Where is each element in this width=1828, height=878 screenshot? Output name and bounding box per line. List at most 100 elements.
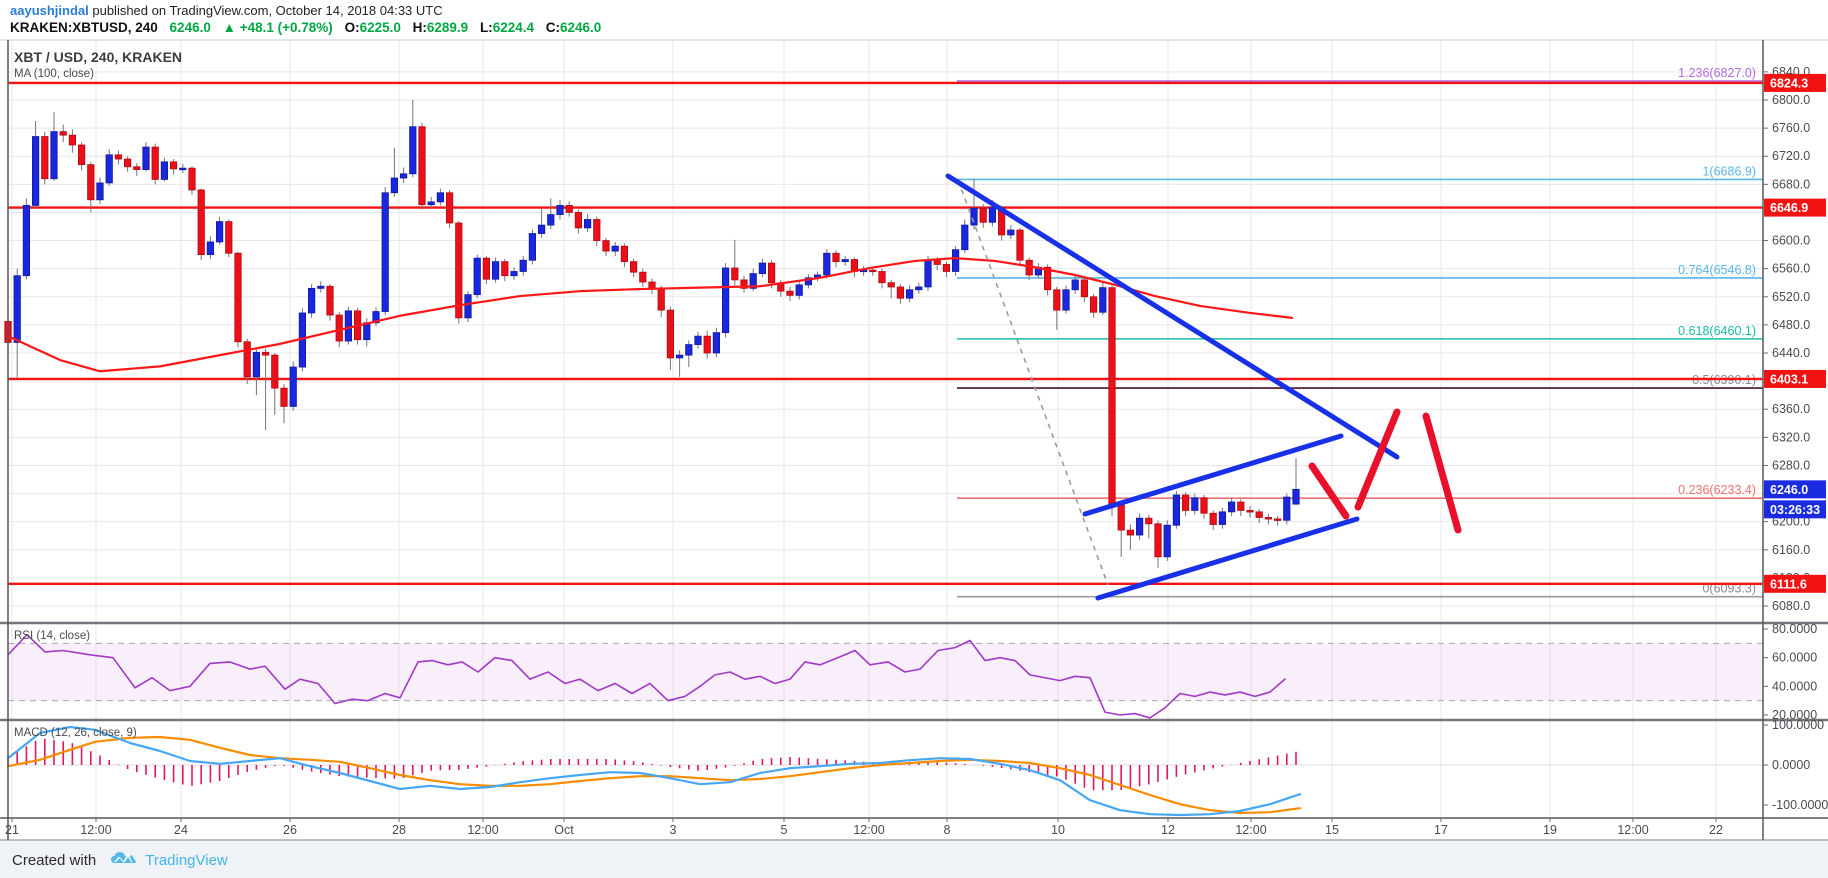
candle-up bbox=[1191, 497, 1199, 511]
candle-up bbox=[961, 224, 969, 251]
candle-up bbox=[694, 335, 702, 345]
candle-down bbox=[151, 146, 159, 180]
candle-down bbox=[666, 309, 675, 359]
candle-up bbox=[1099, 287, 1107, 313]
chart-canvas[interactable]: 1.236(6827.0) 1(6686.9) 0.764(6546.8) 0.618… bbox=[0, 38, 1828, 843]
candle-up bbox=[676, 354, 684, 359]
candle-up bbox=[924, 259, 932, 288]
candle-up bbox=[206, 241, 214, 256]
candle-up bbox=[538, 224, 546, 234]
time-tick-label: 5 bbox=[781, 823, 788, 837]
price-label-text: 6824.3 bbox=[1770, 76, 1808, 90]
candle-up bbox=[344, 310, 353, 342]
candle-up bbox=[363, 322, 371, 341]
high-value: 6289.9 bbox=[426, 20, 469, 35]
projection-red[interactable] bbox=[1354, 408, 1401, 511]
candle-down bbox=[832, 252, 840, 263]
price-label-box: 6824.3 bbox=[1764, 73, 1826, 92]
candle-up bbox=[22, 205, 31, 277]
macd-tick-label: -100.0000 bbox=[1772, 798, 1828, 812]
fib-label: 0(6093.3) bbox=[1702, 582, 1756, 596]
candle-down bbox=[87, 164, 95, 201]
time-tick-label: 24 bbox=[174, 823, 188, 837]
candle-up bbox=[13, 275, 21, 343]
time-tick-label: 17 bbox=[1434, 823, 1448, 837]
chart-area[interactable]: 1.236(6827.0) 1(6686.9) 0.764(6546.8) 0.618… bbox=[0, 38, 1828, 848]
dashed-measure-line[interactable] bbox=[957, 179, 1109, 586]
price-scale[interactable]: 6840.06800.06760.06720.06680.06640.06600… bbox=[1763, 65, 1828, 812]
time-tick-label: 26 bbox=[283, 823, 297, 837]
candle-down bbox=[1044, 266, 1052, 291]
rsi-band bbox=[8, 642, 1763, 702]
candle-down bbox=[1237, 501, 1245, 511]
candle-up bbox=[307, 287, 316, 314]
time-scale[interactable]: 21 12:00 24 26 28 12:00 Oct 3 5 12:00 8 10 12 12:00 15… bbox=[5, 818, 1723, 837]
candle-up bbox=[1007, 229, 1015, 236]
candle-down bbox=[1090, 296, 1098, 313]
tradingview-brand-link[interactable]: TradingView bbox=[145, 851, 228, 869]
low-value: 6224.4 bbox=[492, 20, 534, 35]
fib-retracement[interactable]: 1.236(6827.0) 1(6686.9) 0.764(6546.8) 0.618… bbox=[957, 66, 1763, 598]
projection-red[interactable] bbox=[1422, 412, 1462, 534]
trendline-blue[interactable] bbox=[945, 173, 1400, 460]
price-tick-label: 6160.0 bbox=[1772, 543, 1810, 557]
close-value: 6246.0 bbox=[560, 20, 602, 35]
candle-down bbox=[1200, 497, 1208, 514]
pane-borders bbox=[0, 39, 1828, 841]
candle-down bbox=[869, 269, 877, 273]
price-tick-label: 6480.0 bbox=[1772, 318, 1810, 332]
price-tick-label: 6800.0 bbox=[1772, 93, 1810, 107]
candle-down bbox=[740, 279, 748, 289]
publish-header: aayushjindal published on TradingView.co… bbox=[0, 0, 1828, 39]
projection-red[interactable] bbox=[1308, 462, 1350, 520]
candle-down bbox=[124, 158, 132, 168]
candle-down bbox=[169, 161, 178, 170]
candle-up bbox=[381, 192, 389, 312]
candle-up bbox=[795, 284, 803, 296]
candle-up bbox=[1292, 488, 1300, 505]
candle-up bbox=[823, 252, 831, 276]
time-tick-label: 3 bbox=[670, 823, 677, 837]
time-tick-label: 12 bbox=[1161, 823, 1175, 837]
candle-up bbox=[1071, 279, 1079, 291]
time-tick-label: 21 bbox=[5, 823, 19, 837]
candle-up bbox=[970, 207, 978, 226]
price-label-text: 6646.9 bbox=[1770, 201, 1808, 215]
candle-up bbox=[906, 289, 914, 299]
candle-down bbox=[1255, 511, 1263, 518]
user-drawings[interactable] bbox=[945, 173, 1462, 601]
time-tick-label: 12:00 bbox=[80, 823, 111, 837]
candle-up bbox=[50, 131, 58, 180]
author-link[interactable]: aayushjindal bbox=[10, 3, 89, 18]
candle-up bbox=[96, 182, 104, 201]
candle-down bbox=[731, 267, 739, 281]
candle-up bbox=[685, 344, 693, 356]
candle-down bbox=[574, 212, 583, 229]
close-label: C: bbox=[545, 20, 560, 35]
candle-up bbox=[1283, 496, 1291, 521]
candle-down bbox=[261, 351, 270, 356]
candle-down bbox=[1117, 504, 1125, 531]
symbol-name[interactable]: KRAKEN:XBTUSD, 240 bbox=[10, 20, 158, 35]
candle-up bbox=[758, 262, 767, 274]
macd-tick-label: 0.0000 bbox=[1772, 758, 1810, 772]
candle-up bbox=[804, 277, 813, 286]
time-tick-label: 12:00 bbox=[467, 823, 498, 837]
trendline-blue[interactable] bbox=[1082, 433, 1344, 517]
alert-lines[interactable] bbox=[8, 81, 1763, 586]
candle-up bbox=[988, 207, 997, 223]
candle-down bbox=[887, 282, 895, 288]
price-tick-label: 6680.0 bbox=[1772, 177, 1810, 191]
candle-up bbox=[372, 311, 380, 324]
trendline-blue[interactable] bbox=[1095, 516, 1360, 601]
price-label-box: 6646.9 bbox=[1764, 198, 1826, 217]
ma100-line bbox=[6, 257, 1294, 373]
candle-up bbox=[611, 245, 619, 252]
candle-up bbox=[1172, 494, 1180, 526]
candle-up bbox=[749, 273, 757, 289]
candle-up bbox=[390, 177, 399, 194]
fib-label: 0.618(6460.1) bbox=[1678, 324, 1756, 338]
candle-up bbox=[399, 173, 408, 179]
candle-up bbox=[32, 136, 40, 206]
